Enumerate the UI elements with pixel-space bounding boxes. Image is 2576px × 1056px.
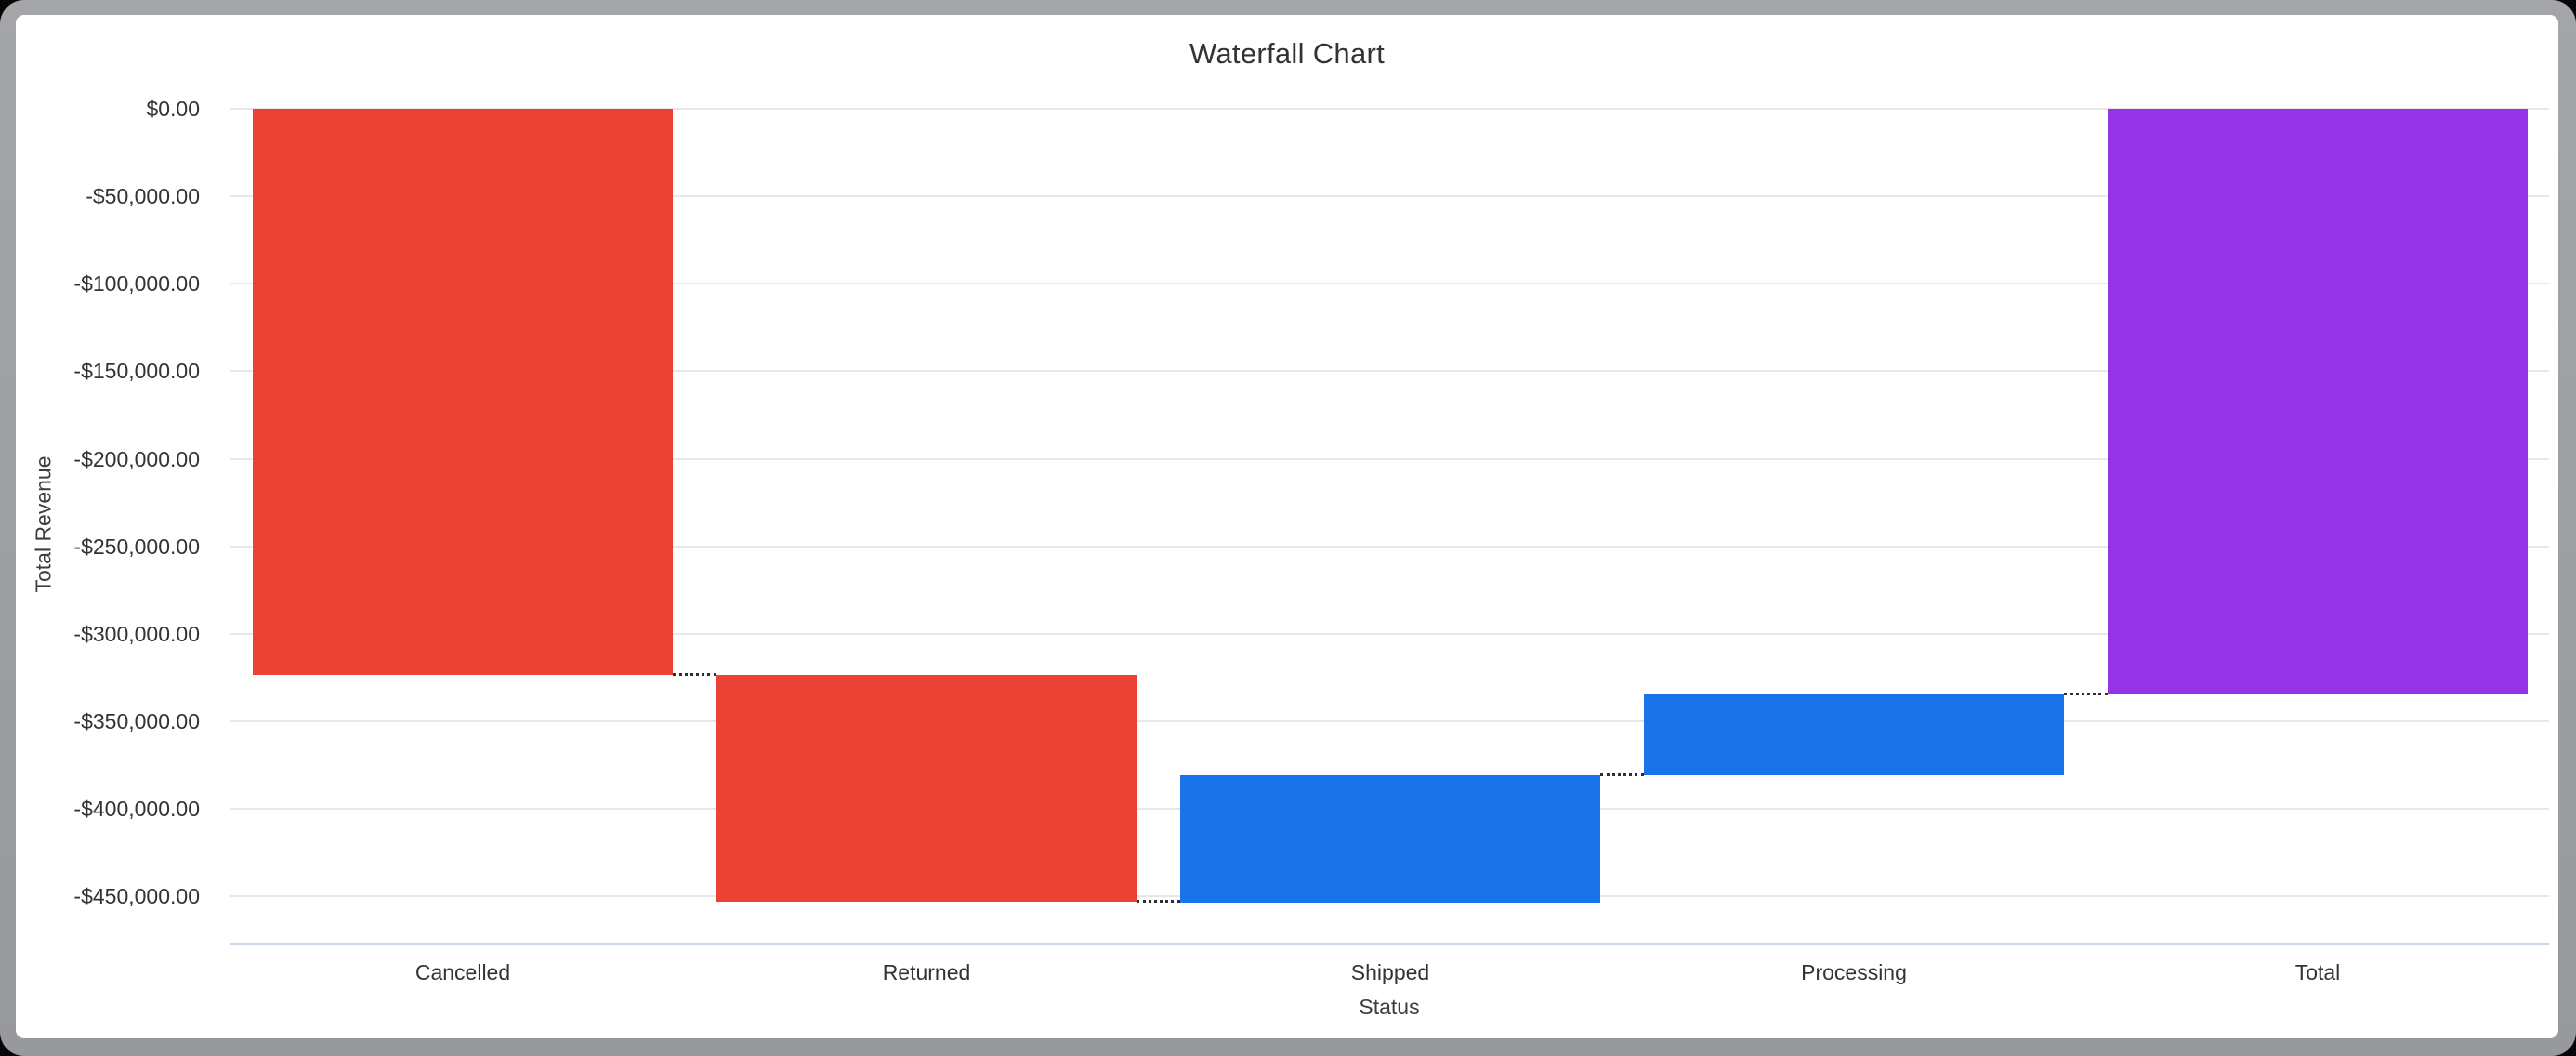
y-tick-label: -$50,000.00 [85, 184, 200, 208]
y-tick-label: -$150,000.00 [73, 359, 200, 383]
x-axis-title: Status [1359, 995, 1420, 1019]
bar-shipped[interactable] [1180, 775, 1600, 903]
bar-processing[interactable] [1644, 694, 2064, 775]
y-tick-label: -$400,000.00 [73, 797, 200, 821]
gridline [230, 108, 2549, 110]
waterfall-connector [2064, 693, 2108, 695]
gridline [230, 283, 2549, 284]
y-tick-label: -$250,000.00 [73, 535, 200, 559]
y-tick-label: -$300,000.00 [73, 622, 200, 646]
y-tick-label: -$200,000.00 [73, 447, 200, 471]
gridline [230, 195, 2549, 197]
y-tick-label: -$350,000.00 [73, 709, 200, 733]
bar-returned[interactable] [716, 675, 1137, 902]
gridline [230, 458, 2549, 460]
waterfall-connector [1600, 773, 1644, 776]
gridline [230, 720, 2549, 722]
chart-card: Waterfall Chart Total Revenue $0.00 -$50,… [16, 15, 2558, 1038]
gridline [230, 633, 2549, 635]
x-tick-label-shipped: Shipped [1350, 960, 1430, 984]
x-tick-label-returned: Returned [882, 960, 971, 984]
chart-title: Waterfall Chart [1189, 37, 1386, 70]
x-tick-label-cancelled: Cancelled [414, 960, 511, 984]
gridline [230, 546, 2549, 548]
x-tick-label-processing: Processing [1801, 960, 1907, 984]
y-tick-label: $0.00 [146, 97, 200, 121]
y-axis-title: Total Revenue [31, 455, 56, 593]
waterfall-connector [1137, 900, 1180, 903]
gridline [230, 370, 2549, 372]
x-tick-label-total: Total [2294, 960, 2341, 984]
y-tick-label: -$100,000.00 [73, 271, 200, 296]
waterfall-connector [673, 673, 716, 676]
bar-total[interactable] [2108, 109, 2528, 694]
x-axis-line [230, 943, 2549, 945]
bar-cancelled[interactable] [253, 109, 673, 675]
y-tick-label: -$450,000.00 [73, 884, 200, 908]
